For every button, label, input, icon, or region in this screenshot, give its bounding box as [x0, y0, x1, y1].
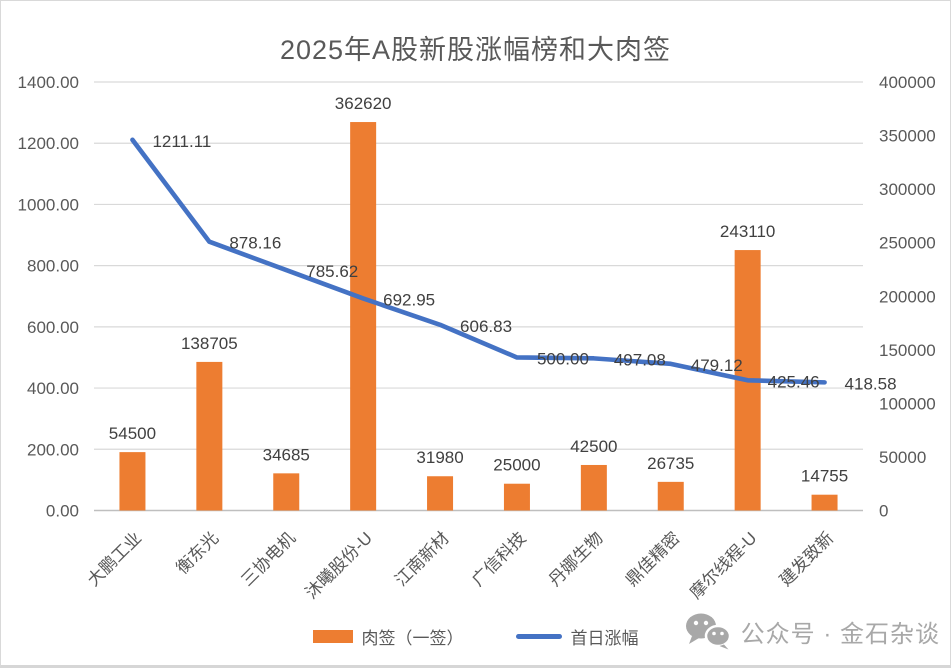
- right-axis-tick-label: 50000: [879, 448, 926, 467]
- line-value-label: 500.00: [537, 349, 589, 368]
- right-axis-tick-label: 400000: [879, 73, 936, 92]
- line-value-label: 418.58: [845, 374, 897, 393]
- bar-value-label: 362620: [335, 94, 392, 113]
- left-axis-tick-label: 400.00: [27, 379, 79, 398]
- category-label: 摩尔线程-U: [686, 528, 760, 602]
- bar-value-label: 14755: [801, 467, 848, 486]
- right-axis-tick-label: 150000: [879, 341, 936, 360]
- left-axis-tick-label: 800.00: [27, 257, 79, 276]
- line-value-label: 692.95: [383, 290, 435, 309]
- right-axis-tick-label: 250000: [879, 234, 936, 253]
- left-axis-tick-label: 1200.00: [18, 134, 79, 153]
- right-axis-tick-label: 0: [879, 502, 888, 521]
- legend-label: 肉签（一签）: [361, 629, 464, 648]
- category-label: 三协电机: [238, 528, 300, 590]
- watermark: 公众号 · 金石杂谈: [685, 612, 940, 650]
- bar-value-label: 34685: [263, 445, 310, 464]
- line-value-label: 878.16: [229, 234, 281, 253]
- bar-value-label: 54500: [109, 424, 156, 443]
- bar-swatch-icon: [312, 630, 353, 643]
- bar: [580, 464, 607, 511]
- trend-line: [130, 137, 827, 385]
- bar: [273, 473, 300, 511]
- bar: [427, 476, 454, 511]
- category-label: 广信科技: [468, 528, 530, 590]
- bar: [119, 452, 146, 511]
- category-label: 衡东光: [173, 528, 222, 577]
- line-value-label: 479.12: [691, 356, 743, 375]
- bar: [196, 361, 223, 511]
- bar-value-label: 31980: [416, 448, 463, 467]
- category-label: 沐曦股份-U: [302, 528, 376, 602]
- bar-value-label: 25000: [493, 456, 540, 475]
- line-value-label: 785.62: [306, 262, 358, 281]
- category-label: 丹娜生物: [545, 528, 607, 590]
- legend-item-line: 首日涨幅: [515, 624, 639, 649]
- right-axis-tick-label: 100000: [879, 394, 936, 413]
- bar-value-label: 243110: [720, 222, 775, 241]
- category-label: 大鹏工业: [84, 528, 146, 590]
- right-axis-tick-label: 200000: [879, 287, 936, 306]
- left-axis-tick-label: 1400.00: [18, 73, 79, 92]
- bar: [657, 481, 684, 511]
- category-label: 建发致新: [776, 528, 838, 590]
- line-swatch-icon: [515, 634, 562, 639]
- line-value-label: 606.83: [460, 317, 512, 336]
- bar: [503, 483, 530, 511]
- right-axis-tick-label: 350000: [879, 127, 936, 146]
- bar-value-label: 138705: [181, 334, 238, 353]
- legend-label: 首日涨幅: [570, 629, 639, 648]
- legend-item-bar: 肉签（一签）: [312, 624, 464, 649]
- bar: [811, 494, 838, 511]
- right-axis-tick-label: 300000: [879, 180, 936, 199]
- line-value-label: 425.46: [768, 372, 820, 391]
- bar-value-label: 42500: [570, 437, 617, 456]
- bar-value-label: 26735: [647, 454, 694, 473]
- line-value-label: 1211.11: [152, 132, 211, 151]
- category-label: 鼎佳精密: [622, 528, 684, 590]
- left-axis-tick-label: 600.00: [27, 318, 79, 337]
- watermark-text: 公众号 · 金石杂谈: [740, 620, 940, 648]
- left-axis-tick-label: 0.00: [46, 502, 79, 521]
- left-axis-tick-label: 1000.00: [18, 195, 79, 214]
- line-value-label: 497.08: [614, 350, 666, 369]
- left-axis-tick-label: 200.00: [27, 440, 79, 459]
- bar: [350, 122, 377, 511]
- wechat-icon: [685, 613, 731, 650]
- legend: 肉签（一签） 首日涨幅: [1, 624, 950, 649]
- chart-title: 2025年A股新股涨幅榜和大肉签: [279, 35, 672, 65]
- category-label: 江南新材: [391, 528, 453, 590]
